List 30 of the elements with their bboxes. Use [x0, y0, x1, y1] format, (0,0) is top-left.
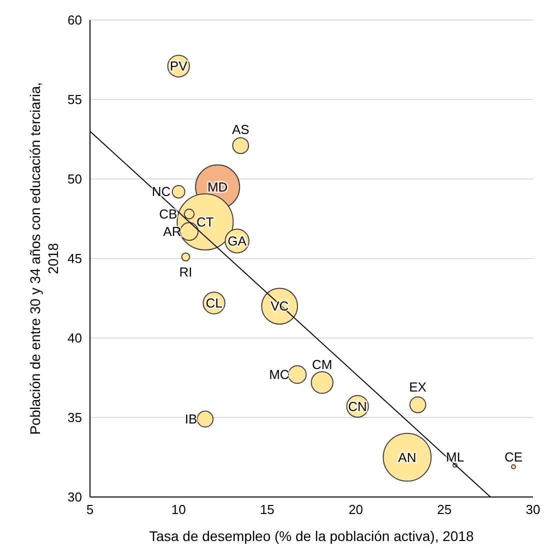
annotation: GA: [228, 234, 247, 249]
annotation: RI: [179, 264, 192, 280]
x-tick-label: 10: [171, 502, 186, 518]
y-axis-title: Población de entre 30 y 34 años con educación terciaria, 2018: [27, 82, 61, 435]
annotation: AS: [232, 122, 250, 138]
annotation: CN: [348, 398, 367, 414]
x-tick-label: 20: [348, 502, 364, 518]
x-tick-label: 5: [86, 502, 94, 518]
y-tick-label: 35: [68, 410, 82, 426]
x-axis-title: Tasa de desempleo (% de la población activa), 2018: [149, 528, 474, 544]
x-tick-label: 15: [260, 502, 274, 518]
x-tick-label: 30: [526, 502, 540, 518]
y-tick-label: 45: [68, 251, 82, 266]
annotation: AN: [398, 450, 416, 465]
annotation: MD: [207, 179, 228, 194]
y-tick-label: 60: [68, 12, 82, 28]
annotation: CM: [312, 357, 332, 372]
x-tick-label: 25: [437, 502, 452, 518]
y-tick-label: 30: [68, 490, 82, 505]
y-tick-label: 40: [68, 330, 82, 346]
annotation: CL: [206, 296, 222, 311]
annotation: IB: [184, 412, 198, 427]
annotation: PV: [170, 58, 188, 74]
annotation: ML: [446, 450, 464, 465]
annotation: CE: [504, 449, 523, 464]
y-tick-label: 55: [68, 92, 82, 108]
annotation: EX: [409, 379, 427, 394]
y-tick-label: 50: [68, 172, 82, 187]
annotation: CT: [196, 214, 214, 230]
annotation: CB: [159, 206, 178, 222]
